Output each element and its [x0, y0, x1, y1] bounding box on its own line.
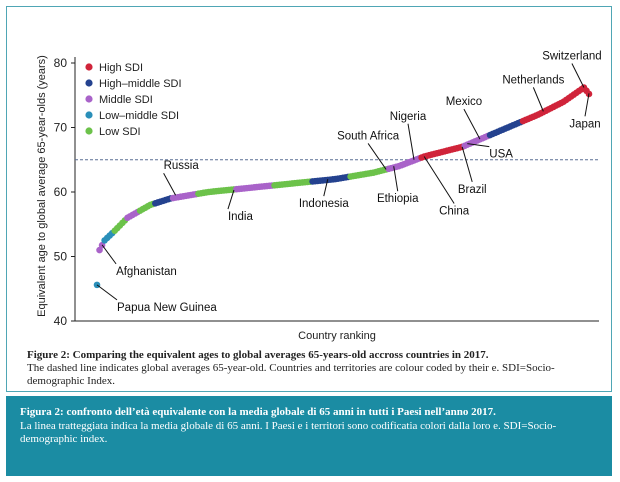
y-tick-label: 70	[54, 121, 68, 135]
caption-english: Figure 2: Comparing the equivalent ages …	[27, 349, 607, 388]
annotation-leader	[227, 189, 235, 210]
annotation-label: Ethiopia	[377, 193, 419, 205]
legend-swatch	[85, 63, 93, 71]
caption-english-title: Figure 2: Comparing the equivalent ages …	[27, 349, 489, 361]
annotation-label: Afghanistan	[116, 266, 177, 278]
caption-italian: Figura 2: confronto dell’età equivalente…	[6, 396, 612, 476]
annotation-leader	[463, 108, 481, 140]
y-tick-label: 50	[54, 250, 68, 264]
data-point	[96, 246, 103, 254]
annotation-label: Japan	[569, 118, 600, 130]
x-axis-title: Country ranking	[298, 330, 376, 342]
caption-english-body: The dashed line indicates global average…	[27, 362, 555, 387]
annotation-leader	[532, 87, 544, 112]
legend-label: Middle SDI	[99, 94, 153, 106]
annotation-label: Indonesia	[299, 198, 349, 210]
figure-frame: High SDI High–middle SDI Middle SDI Low–mid…	[6, 6, 612, 392]
axes: 40 50 60 70 80 Equivalent age to global avera…	[36, 55, 599, 342]
annotation-leader	[423, 156, 455, 204]
annotation-leader	[467, 143, 490, 148]
legend-swatch	[85, 79, 93, 87]
annotation-label: Nigeria	[390, 111, 427, 123]
annotation-leader	[584, 93, 590, 117]
legend-label: High SDI	[99, 62, 143, 74]
annotation-leader	[367, 143, 387, 170]
legend-swatch	[85, 111, 93, 119]
caption-italian-title: Figura 2: confronto dell’età equivalente…	[20, 406, 496, 418]
legend-label: Low–middle SDI	[99, 110, 179, 122]
annotation-label: Switzerland	[542, 51, 601, 63]
annotation-leader	[393, 166, 399, 192]
legend: High SDI High–middle SDI Middle SDI Low–mid…	[85, 62, 182, 138]
data-points	[93, 84, 593, 289]
y-tick-label: 80	[54, 56, 68, 70]
annotation-label: Russia	[164, 160, 200, 172]
legend-swatch	[85, 127, 93, 135]
annotation-label: China	[439, 206, 470, 218]
legend-swatch	[85, 95, 93, 103]
annotation-label: USA	[489, 149, 513, 161]
caption-italian-body: La linea tratteggiata indica la media gl…	[20, 419, 557, 446]
annotation-leader	[323, 178, 329, 197]
legend-label: High–middle SDI	[99, 78, 182, 90]
annotation-leader	[461, 146, 473, 182]
legend-label: Low SDI	[99, 126, 141, 138]
chart: High SDI High–middle SDI Middle SDI Low–mid…	[36, 51, 602, 342]
y-tick-label: 60	[54, 185, 68, 199]
annotation-label: India	[228, 211, 254, 223]
annotation-leader	[163, 172, 177, 196]
y-axis-title: Equivalent age to global average 65-year…	[36, 55, 48, 317]
annotation-label: Brazil	[458, 184, 487, 196]
annotations: Papua New Guinea Afghanistan Russia India In…	[96, 51, 602, 314]
y-tick-label: 40	[54, 314, 68, 328]
annotation-label: Mexico	[446, 96, 482, 108]
annotation-leader	[96, 284, 118, 301]
annotation-label: Netherlands	[502, 74, 564, 86]
annotation-label: Papua New Guinea	[117, 302, 217, 314]
annotation-leader	[571, 63, 585, 88]
annotation-label: South Africa	[337, 130, 400, 142]
annotation-leader	[407, 123, 415, 160]
annotation-leader	[101, 244, 117, 265]
